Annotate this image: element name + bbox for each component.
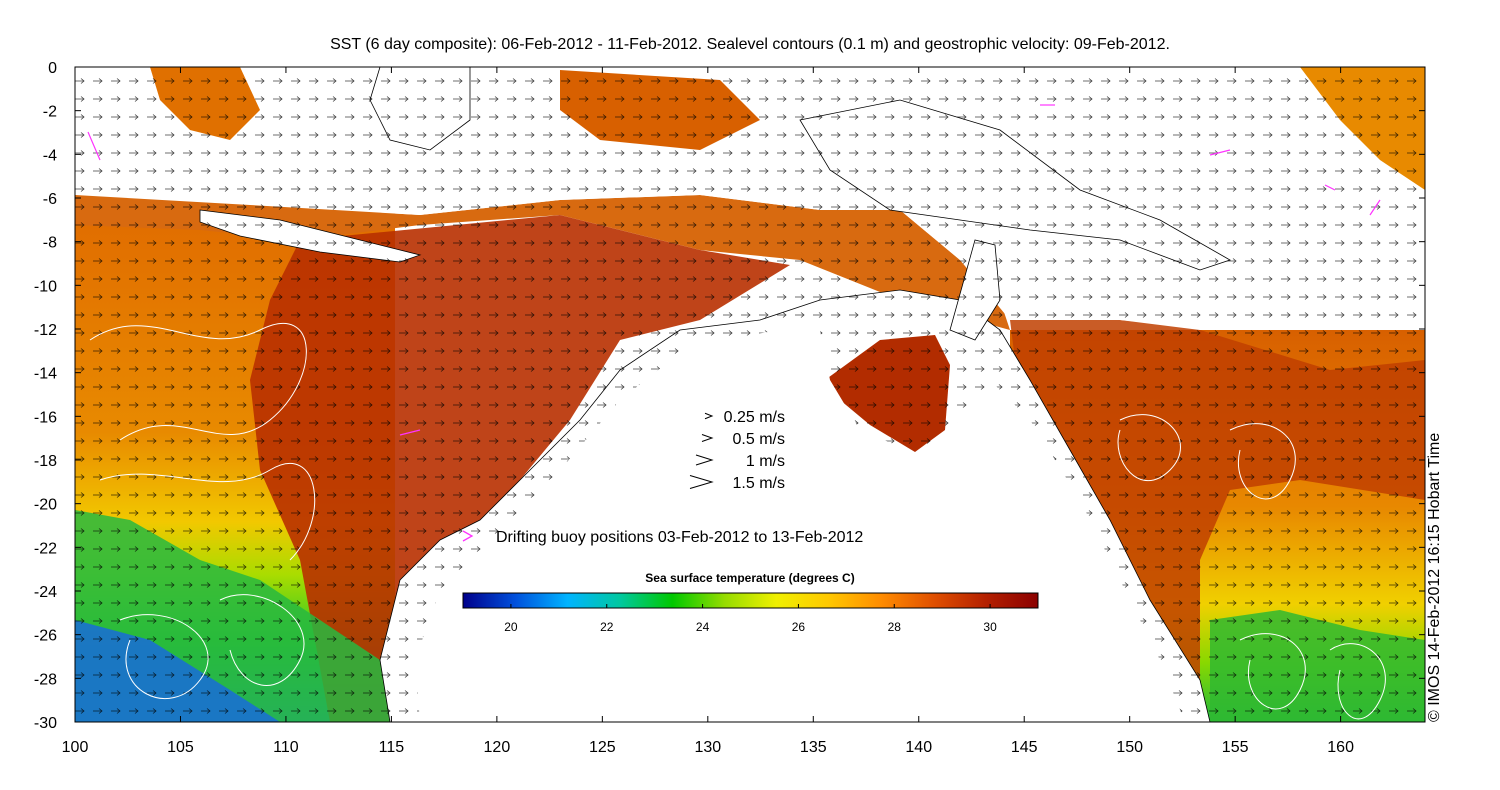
velocity-legend-label: 1.5 m/s: [733, 475, 785, 492]
colorbar-tick-label: 30: [983, 620, 997, 634]
y-tick-label: -14: [34, 366, 57, 383]
y-tick-label: -2: [43, 104, 57, 121]
colorbar-tick-label: 20: [504, 620, 518, 634]
y-tick-label: 0: [48, 60, 57, 77]
x-tick-label: 120: [484, 739, 511, 756]
colorbar: Sea surface temperature (degrees C) 20 22…: [462, 571, 1039, 634]
velocity-legend-arrow: [701, 434, 714, 442]
colorbar-tick-label: 22: [600, 620, 614, 634]
y-tick-label: -16: [34, 409, 57, 426]
x-tick-label: 130: [694, 739, 721, 756]
buoy-positions: [87, 104, 1381, 436]
x-tick-label: 100: [62, 739, 89, 756]
y-tick-label: -30: [34, 715, 57, 732]
buoy-legend: Drifting buoy positions 03-Feb-2012 to 1…: [462, 529, 863, 546]
colorbar-tick-label: 26: [792, 620, 806, 634]
y-tick-label: -4: [43, 147, 57, 164]
plot-frame: [74, 66, 1426, 723]
credit-text: © IMOS 14-Feb-2012 16:15 Hobart Time: [1426, 432, 1443, 722]
velocity-legend-label: 1 m/s: [746, 453, 785, 470]
y-tick-label: -24: [34, 584, 57, 601]
y-tick-label: -26: [34, 628, 57, 645]
x-tick-label: 145: [1011, 739, 1038, 756]
x-tick-label: 140: [905, 739, 932, 756]
x-tick-label: 155: [1222, 739, 1249, 756]
land-australia-interior: [415, 330, 1185, 722]
y-axis: 0 -2 -4 -6 -8 -10 -12 -14 -16 -18 -20 -22 -24 -26 -28 -…: [34, 60, 1425, 732]
velocity-legend-arrow: [695, 454, 714, 466]
y-tick-label: -22: [34, 540, 57, 557]
x-tick-label: 110: [273, 739, 299, 756]
buoy-legend-label: Drifting buoy positions 03-Feb-2012 to 1…: [496, 529, 863, 546]
y-tick-label: -8: [43, 235, 57, 252]
velocity-legend-label: 0.5 m/s: [733, 431, 785, 448]
x-tick-label: 115: [379, 739, 405, 756]
y-tick-label: -28: [34, 671, 57, 688]
x-tick-label: 105: [167, 739, 194, 756]
velocity-legend-arrow: [704, 412, 714, 420]
x-axis: 100 105 110 115 120 125 130 135 140 145 150 155 160: [62, 67, 1354, 756]
colorbar-gradient: [462, 592, 1039, 609]
y-tick-label: -6: [43, 191, 57, 208]
y-tick-label: -18: [34, 453, 57, 470]
colorbar-tick-label: 24: [696, 620, 710, 634]
velocity-legend-label: 0.25 m/s: [724, 409, 785, 426]
y-tick-label: -10: [34, 278, 57, 295]
velocity-legend-arrow: [689, 475, 714, 489]
colorbar-title: Sea surface temperature (degrees C): [645, 571, 854, 585]
sealevel-contours: [89, 323, 1386, 720]
x-tick-label: 150: [1116, 739, 1143, 756]
x-tick-label: 160: [1327, 739, 1354, 756]
x-tick-label: 135: [800, 739, 827, 756]
y-tick-label: -12: [34, 322, 57, 339]
buoy-legend-marker: [462, 530, 474, 542]
x-tick-label: 125: [589, 739, 616, 756]
y-tick-label: -20: [34, 497, 57, 514]
colorbar-tick-label: 28: [888, 620, 902, 634]
map-title: SST (6 day composite): 06-Feb-2012 - 11-…: [330, 36, 1170, 53]
velocity-legend: 0.25 m/s 0.5 m/s 1 m/s 1.5 m/s: [689, 409, 785, 492]
